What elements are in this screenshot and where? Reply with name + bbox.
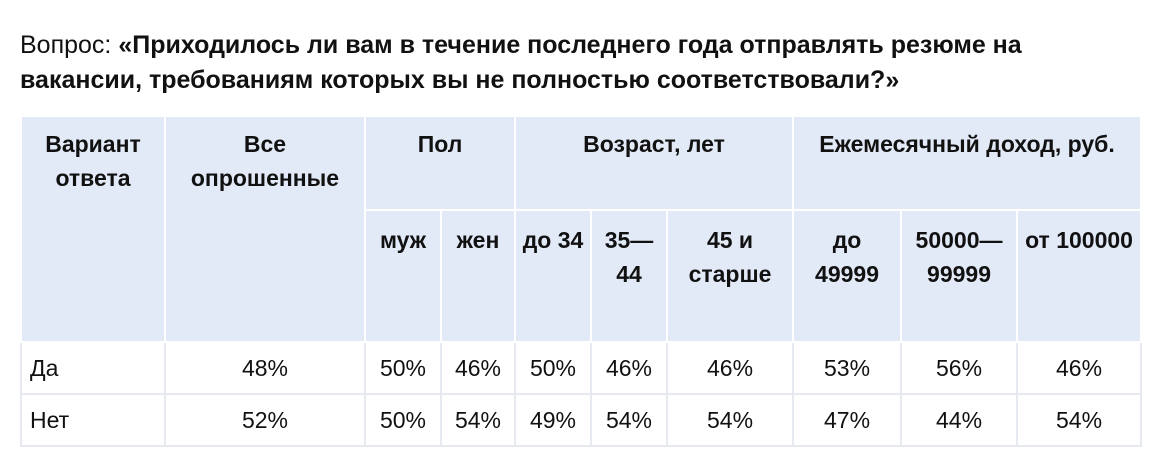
- subheader-income-100000-plus: от 100000: [1016, 209, 1143, 343]
- cell-age-45-plus: 46%: [665, 341, 795, 395]
- cell-income-under-49999: 47%: [792, 393, 903, 447]
- subheader-female: жен: [440, 209, 516, 343]
- question-text: «Приходилось ли вам в течение последнего…: [20, 31, 1022, 94]
- subheader-income-50000-99999: 50000—99999: [900, 209, 1019, 343]
- row-label: Да: [20, 341, 166, 395]
- cell-female: 54%: [440, 393, 516, 447]
- cell-age-45-plus: 54%: [665, 393, 795, 447]
- question-prefix: Вопрос:: [20, 31, 119, 59]
- cell-income-100000-plus: 54%: [1016, 393, 1143, 447]
- cell-age-35-44: 46%: [590, 341, 668, 395]
- header-row-sub: муж жен до 34 35—44 45 и старше до 49999…: [21, 209, 1143, 343]
- survey-results-table: Вариант ответа Все опрошенные Пол Возрас…: [20, 115, 1143, 447]
- cell-income-50000-99999: 44%: [900, 393, 1019, 447]
- header-answer: Вариант ответа: [20, 115, 166, 343]
- cell-income-under-49999: 53%: [792, 341, 903, 395]
- header-age: Возраст, лет: [513, 115, 795, 211]
- cell-income-50000-99999: 56%: [900, 341, 1019, 395]
- subheader-income-under-49999: до 49999: [792, 209, 903, 343]
- subheader-age-35-44: 35—44: [590, 209, 668, 343]
- cell-all: 52%: [164, 393, 366, 447]
- cell-age-under-34: 49%: [514, 393, 592, 447]
- cell-income-100000-plus: 46%: [1016, 341, 1143, 395]
- cell-female: 46%: [440, 341, 516, 395]
- subheader-male: муж: [364, 209, 442, 343]
- table-row: Нет 52% 50% 54% 49% 54% 54% 47% 44% 54%: [20, 393, 1143, 447]
- header-all: Все опрошенные: [164, 115, 366, 343]
- survey-question: Вопрос: «Приходилось ли вам в течение по…: [20, 28, 1150, 98]
- cell-age-under-34: 50%: [514, 341, 592, 395]
- cell-all: 48%: [164, 341, 366, 395]
- header-income: Ежемесячный доход, руб.: [792, 115, 1143, 211]
- cell-age-35-44: 54%: [590, 393, 668, 447]
- table-row: Да 48% 50% 46% 50% 46% 46% 53% 56% 46%: [20, 341, 1143, 395]
- subheader-age-45-plus: 45 и старше: [665, 209, 795, 343]
- row-label: Нет: [20, 393, 166, 447]
- cell-male: 50%: [364, 341, 442, 395]
- subheader-age-under-34: до 34: [514, 209, 592, 343]
- cell-male: 50%: [364, 393, 442, 447]
- header-row-top: Вариант ответа Все опрошенные Пол Возрас…: [20, 115, 1143, 343]
- header-gender: Пол: [364, 115, 516, 211]
